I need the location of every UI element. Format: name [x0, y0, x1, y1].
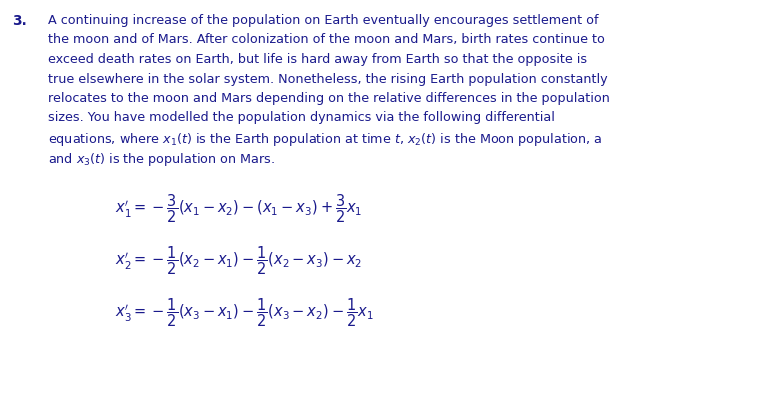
Text: A continuing increase of the population on Earth eventually encourages settlemen: A continuing increase of the population … [48, 14, 598, 27]
Text: $x_3' = -\dfrac{1}{2}(x_3 - x_1) - \dfrac{1}{2}(x_3 - x_2) - \dfrac{1}{2}x_1$: $x_3' = -\dfrac{1}{2}(x_3 - x_1) - \dfra… [115, 295, 374, 328]
Text: true elsewhere in the solar system. Nonetheless, the rising Earth population con: true elsewhere in the solar system. None… [48, 72, 608, 85]
Text: equations, where $x_1(t)$ is the Earth population at time $t$, $x_2(t)$ is the M: equations, where $x_1(t)$ is the Earth p… [48, 131, 602, 148]
Text: relocates to the moon and Mars depending on the relative differences in the popu: relocates to the moon and Mars depending… [48, 92, 610, 105]
Text: $x_1' = -\dfrac{3}{2}(x_1 - x_2) - (x_1 - x_3) + \dfrac{3}{2}x_1$: $x_1' = -\dfrac{3}{2}(x_1 - x_2) - (x_1 … [115, 192, 362, 224]
Text: $x_2' = -\dfrac{1}{2}(x_2 - x_1) - \dfrac{1}{2}(x_2 - x_3) - x_2$: $x_2' = -\dfrac{1}{2}(x_2 - x_1) - \dfra… [115, 243, 362, 276]
Text: exceed death rates on Earth, but life is hard away from Earth so that the opposi: exceed death rates on Earth, but life is… [48, 53, 587, 66]
Text: sizes. You have modelled the population dynamics via the following differential: sizes. You have modelled the population … [48, 111, 555, 124]
Text: and $x_3(t)$ is the population on Mars.: and $x_3(t)$ is the population on Mars. [48, 150, 275, 167]
Text: 3.: 3. [12, 14, 27, 28]
Text: the moon and of Mars. After colonization of the moon and Mars, birth rates conti: the moon and of Mars. After colonization… [48, 33, 604, 47]
